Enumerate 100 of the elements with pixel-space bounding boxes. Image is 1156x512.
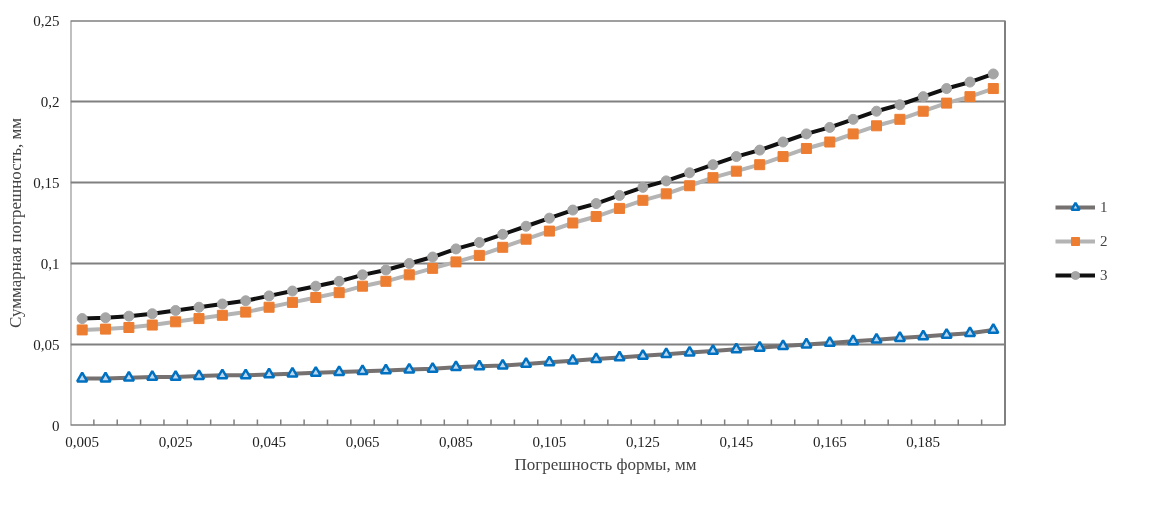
point xyxy=(613,350,626,362)
point xyxy=(519,356,533,369)
y-tick-label: 0,15 xyxy=(33,174,60,191)
point xyxy=(940,327,953,339)
point xyxy=(800,128,812,140)
point xyxy=(449,360,463,372)
point xyxy=(76,324,88,336)
point xyxy=(426,361,439,373)
point xyxy=(75,371,89,383)
point xyxy=(332,365,346,377)
point xyxy=(894,99,906,111)
point xyxy=(146,319,158,331)
x-tick-label: 0,005 xyxy=(65,433,100,450)
point xyxy=(262,367,276,379)
point xyxy=(614,202,626,214)
y-tick-label: 0,2 xyxy=(40,93,60,110)
x-tick-label: 0,165 xyxy=(812,433,847,450)
point xyxy=(824,121,836,133)
point xyxy=(123,310,135,322)
point xyxy=(590,211,602,223)
point xyxy=(567,217,579,229)
point xyxy=(706,343,720,356)
point xyxy=(659,347,673,359)
point xyxy=(380,275,392,287)
point xyxy=(870,332,883,344)
point xyxy=(589,352,603,364)
x-tick-label: 0,105 xyxy=(532,433,567,450)
point xyxy=(146,308,158,320)
point xyxy=(240,295,252,307)
point xyxy=(310,280,322,292)
point xyxy=(707,172,719,184)
point xyxy=(660,188,672,200)
point xyxy=(776,339,790,351)
legend-label: 2 xyxy=(1100,232,1109,250)
y-tick-label: 0,05 xyxy=(33,336,60,353)
point xyxy=(543,355,556,367)
point xyxy=(427,262,439,274)
point xyxy=(193,313,205,325)
point xyxy=(170,316,182,328)
point xyxy=(309,365,323,377)
point xyxy=(403,258,415,269)
point xyxy=(123,321,135,333)
point xyxy=(473,359,486,371)
point xyxy=(100,323,112,335)
point xyxy=(357,269,369,281)
x-tick-label: 0,065 xyxy=(345,433,380,450)
x-tick-label: 0,185 xyxy=(906,433,941,450)
point xyxy=(846,334,860,346)
point xyxy=(357,280,369,292)
point xyxy=(684,167,696,179)
point xyxy=(566,353,580,365)
point xyxy=(496,358,509,370)
point xyxy=(333,275,345,287)
point xyxy=(754,144,766,156)
point xyxy=(941,83,953,95)
point xyxy=(450,243,462,255)
point xyxy=(614,189,626,201)
point xyxy=(893,331,907,343)
point xyxy=(823,335,837,348)
point xyxy=(333,287,345,299)
point xyxy=(543,212,555,224)
point xyxy=(987,322,1000,335)
point xyxy=(76,313,88,325)
point xyxy=(520,233,532,245)
point xyxy=(473,249,485,261)
point xyxy=(169,369,182,382)
point xyxy=(192,369,206,381)
y-tick-label: 0,1 xyxy=(40,255,60,272)
point xyxy=(777,136,789,148)
point xyxy=(286,285,298,297)
point xyxy=(380,264,392,276)
y-tick-label: 0 xyxy=(52,417,60,434)
point xyxy=(403,362,416,374)
y-axis-title: Суммарная погрешность, мм xyxy=(6,117,26,328)
point xyxy=(987,83,999,95)
point xyxy=(146,369,159,382)
point xyxy=(497,241,509,253)
y-tick-label: 0,25 xyxy=(33,12,60,29)
point xyxy=(99,371,112,383)
point xyxy=(100,312,112,324)
point xyxy=(450,256,462,268)
x-tick-label: 0,085 xyxy=(439,433,473,450)
point xyxy=(871,105,882,117)
point xyxy=(286,366,299,378)
point xyxy=(847,128,859,140)
x-tick-label: 0,125 xyxy=(626,433,660,450)
point xyxy=(636,348,650,360)
point xyxy=(170,304,182,316)
point xyxy=(684,180,696,192)
point xyxy=(916,329,930,341)
point xyxy=(963,326,977,338)
point xyxy=(894,113,906,125)
point xyxy=(263,301,275,313)
point xyxy=(216,309,228,321)
legend-label: 1 xyxy=(1100,198,1109,216)
point xyxy=(193,301,205,313)
point xyxy=(637,181,649,193)
point xyxy=(754,159,766,171)
point xyxy=(473,236,485,248)
x-tick-label: 0,145 xyxy=(719,433,754,450)
